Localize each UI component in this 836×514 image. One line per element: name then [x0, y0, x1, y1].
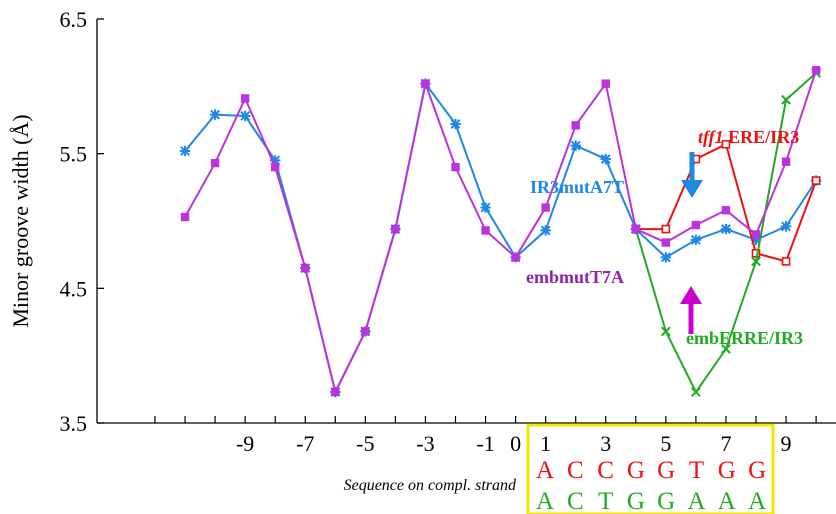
data-point [179, 145, 191, 157]
sequence-base: T [598, 488, 613, 514]
data-point [540, 225, 551, 236]
data-point [209, 109, 221, 120]
y-axis-label: Minor groove width (Å) [8, 114, 33, 327]
sequence-base: A [536, 457, 554, 484]
x-tick-label: 1 [540, 431, 551, 456]
sequence-base: G [748, 457, 766, 484]
data-point [721, 344, 731, 354]
x-tick-label: 7 [720, 431, 731, 456]
series-line [184, 69, 818, 395]
data-point [781, 94, 791, 105]
sequence-base: G [657, 488, 675, 514]
data-point [721, 206, 731, 215]
plot-frame [96, 19, 836, 424]
data-point [751, 256, 761, 267]
data-point [690, 387, 701, 397]
tff1-rest: ERE/IR3 [724, 127, 800, 147]
data-point [270, 155, 281, 166]
data-point [721, 139, 731, 149]
data-point [239, 110, 251, 122]
data-point [480, 202, 491, 213]
x-tick-label: 9 [781, 431, 792, 456]
data-point [481, 226, 490, 235]
data-point [541, 203, 550, 212]
sequence-base: C [597, 457, 614, 484]
y-tick-label: 4.5 [60, 276, 88, 301]
x-tick-label: 0 [510, 431, 521, 456]
x-tick-label: -1 [476, 431, 494, 456]
x-tick-label: -5 [356, 431, 374, 456]
data-point [240, 94, 250, 103]
data-point [661, 238, 671, 247]
series-layer [179, 65, 822, 398]
data-point [780, 221, 792, 232]
sequence-base: G [657, 457, 675, 484]
tff1-italic: tff1 [698, 127, 724, 147]
annotations: tff1 ERE/IR3 IR3mutA7T embmutT7A embERRE… [526, 127, 803, 348]
sequence-base: G [627, 457, 645, 484]
tff1-label: tff1 ERE/IR3 [698, 127, 799, 147]
sequence-base: C [567, 457, 584, 484]
emberre-label: embERRE/IR3 [686, 328, 803, 348]
data-point [811, 65, 821, 75]
data-point [781, 257, 791, 266]
sequence-base: A [718, 488, 736, 514]
data-point [750, 234, 762, 246]
sequence-base: A [536, 488, 554, 514]
data-point [660, 252, 672, 263]
data-point [631, 224, 640, 234]
series-tff1-ere-ir3 [631, 139, 821, 266]
sequence-base: A [687, 488, 705, 514]
data-point [751, 230, 761, 239]
data-point [451, 162, 460, 172]
y-tick-label: 3.5 [60, 411, 88, 436]
up-arrow-icon [680, 286, 702, 334]
data-point [511, 253, 520, 262]
y-axis-ticks: 6.5 5.5 4.5 3.5 [60, 7, 104, 436]
data-point [180, 212, 190, 222]
data-point [781, 157, 791, 166]
x-axis-ticks: -9 -7 -5 -3 -1 0 1 3 5 7 9 [154, 416, 817, 456]
x-tick-label: 3 [600, 431, 611, 456]
data-point [421, 79, 430, 88]
x-axis-label: Sequence on compl. strand [344, 477, 517, 494]
y-tick-label: 5.5 [60, 142, 88, 167]
data-point [691, 220, 701, 230]
data-point [660, 326, 671, 337]
ir3mut-label: IR3mutA7T [530, 177, 624, 197]
data-point [570, 140, 581, 151]
data-point [391, 224, 400, 234]
sequence-base: A [748, 488, 766, 514]
data-point [690, 234, 702, 246]
x-tick-label: 5 [660, 431, 671, 456]
sequence-base: G [627, 488, 645, 514]
data-point [271, 162, 280, 172]
data-point [720, 223, 732, 235]
y-tick-label: 6.5 [60, 7, 88, 32]
sequence-base: G [718, 457, 736, 484]
series-embmutt7a [180, 65, 821, 397]
x-tick-label: -7 [296, 431, 314, 456]
data-point [571, 121, 580, 130]
data-point [661, 224, 671, 234]
data-point [361, 327, 370, 336]
sequence-box [526, 423, 775, 514]
data-point [811, 176, 821, 185]
data-point [600, 153, 611, 165]
data-point [601, 79, 610, 88]
data-point [301, 263, 310, 273]
x-tick-label: -3 [416, 431, 434, 456]
x-tick-label: -9 [236, 431, 254, 456]
sequence-base: C [567, 488, 584, 514]
data-point [450, 118, 461, 130]
down-arrow-icon [681, 152, 703, 198]
data-point [331, 387, 340, 397]
embmut-label: embmutT7A [526, 267, 624, 287]
data-point [210, 158, 220, 168]
sequence-base: T [689, 457, 704, 484]
